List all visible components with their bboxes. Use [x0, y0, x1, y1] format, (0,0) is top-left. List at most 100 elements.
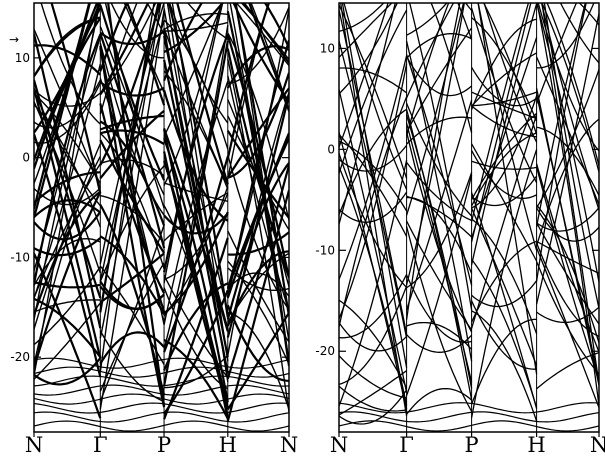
band-line	[471, 112, 538, 201]
band-line	[34, 420, 289, 432]
band-line	[163, 129, 229, 410]
band-line	[100, 129, 165, 146]
band-line	[339, 411, 599, 423]
band-line	[535, 88, 599, 386]
band-line	[483, 3, 538, 143]
band-line	[34, 266, 101, 346]
band-line	[559, 3, 599, 64]
y-tick-label: 10	[320, 41, 335, 55]
band-line	[339, 153, 408, 288]
band-line	[226, 11, 289, 367]
band-line	[339, 96, 408, 327]
band-line	[163, 339, 229, 420]
band-line	[99, 33, 166, 249]
band-line	[34, 393, 289, 405]
band-line	[471, 132, 537, 207]
band-line	[99, 3, 162, 339]
band-line	[535, 166, 599, 382]
y-tick-label: -20	[315, 344, 335, 358]
band-line	[163, 3, 204, 82]
band-line	[536, 3, 599, 406]
band-line	[535, 242, 599, 337]
band-line	[339, 9, 408, 174]
band-line	[535, 163, 599, 353]
band-line	[226, 3, 271, 159]
band-line	[546, 3, 599, 167]
band-line	[339, 402, 599, 414]
band-line	[470, 192, 538, 409]
band-line	[235, 3, 289, 67]
band-line	[34, 190, 101, 316]
band-line	[263, 3, 289, 49]
band-line	[471, 143, 538, 262]
band-line	[470, 37, 538, 239]
plot-frame	[33, 2, 290, 433]
band-line	[227, 230, 289, 343]
band-line	[99, 42, 165, 216]
band-line	[99, 204, 166, 396]
band-line	[405, 3, 465, 216]
band-line	[100, 158, 165, 177]
band-line	[34, 79, 102, 299]
band-line	[471, 218, 538, 335]
x-tick-label: Γ	[93, 433, 108, 457]
band-line	[536, 207, 599, 232]
band-line	[163, 35, 229, 358]
x-tick-label: H	[219, 433, 237, 457]
band-lines	[339, 3, 599, 432]
top-arrow-label: →	[9, 33, 19, 47]
band-line	[339, 3, 389, 148]
band-line	[163, 40, 229, 387]
band-line	[34, 91, 101, 207]
band-line	[339, 355, 407, 399]
band-line	[339, 159, 408, 407]
x-tick-label: P	[157, 433, 171, 457]
y-tick-label: 0	[327, 142, 335, 156]
band-line	[578, 3, 599, 26]
band-line	[339, 285, 408, 386]
band-line	[226, 132, 289, 299]
band-line	[227, 154, 289, 311]
band-line	[227, 267, 289, 291]
band-line	[339, 420, 599, 432]
band-line	[176, 3, 229, 185]
band-line	[471, 258, 538, 408]
band-line	[34, 199, 101, 218]
band-line	[543, 3, 599, 309]
band-line	[99, 103, 166, 294]
band-line	[40, 3, 101, 125]
x-tick-label: H	[527, 433, 545, 457]
band-line	[536, 351, 599, 390]
band-line	[34, 17, 101, 77]
band-line	[34, 79, 101, 129]
band-line	[146, 3, 165, 35]
band-line	[471, 207, 538, 366]
plot-frame	[338, 2, 600, 433]
band-line	[471, 17, 538, 122]
right-band-panel: N Γ P H N 10 0 -10 -20	[315, 2, 605, 457]
x-tick-label: P	[465, 433, 479, 457]
band-line	[535, 247, 599, 408]
band-line	[34, 44, 102, 76]
band-line	[227, 32, 289, 221]
band-line	[457, 3, 473, 40]
band-line	[471, 310, 538, 422]
x-tick-label: N	[330, 433, 348, 457]
band-lines	[34, 3, 289, 432]
band-line	[471, 150, 537, 199]
band-line	[339, 133, 408, 237]
band-line	[168, 3, 229, 124]
band-line	[34, 302, 101, 380]
band-line	[405, 54, 473, 286]
band-line	[405, 3, 450, 137]
band-line	[339, 191, 408, 223]
band-line	[470, 18, 537, 110]
band-line	[409, 3, 473, 311]
band-line	[34, 384, 289, 396]
y-tick-label: -10	[10, 250, 30, 264]
band-line	[99, 3, 155, 373]
band-line	[34, 402, 289, 414]
x-tick-label: N	[590, 433, 605, 457]
band-line	[123, 3, 165, 93]
